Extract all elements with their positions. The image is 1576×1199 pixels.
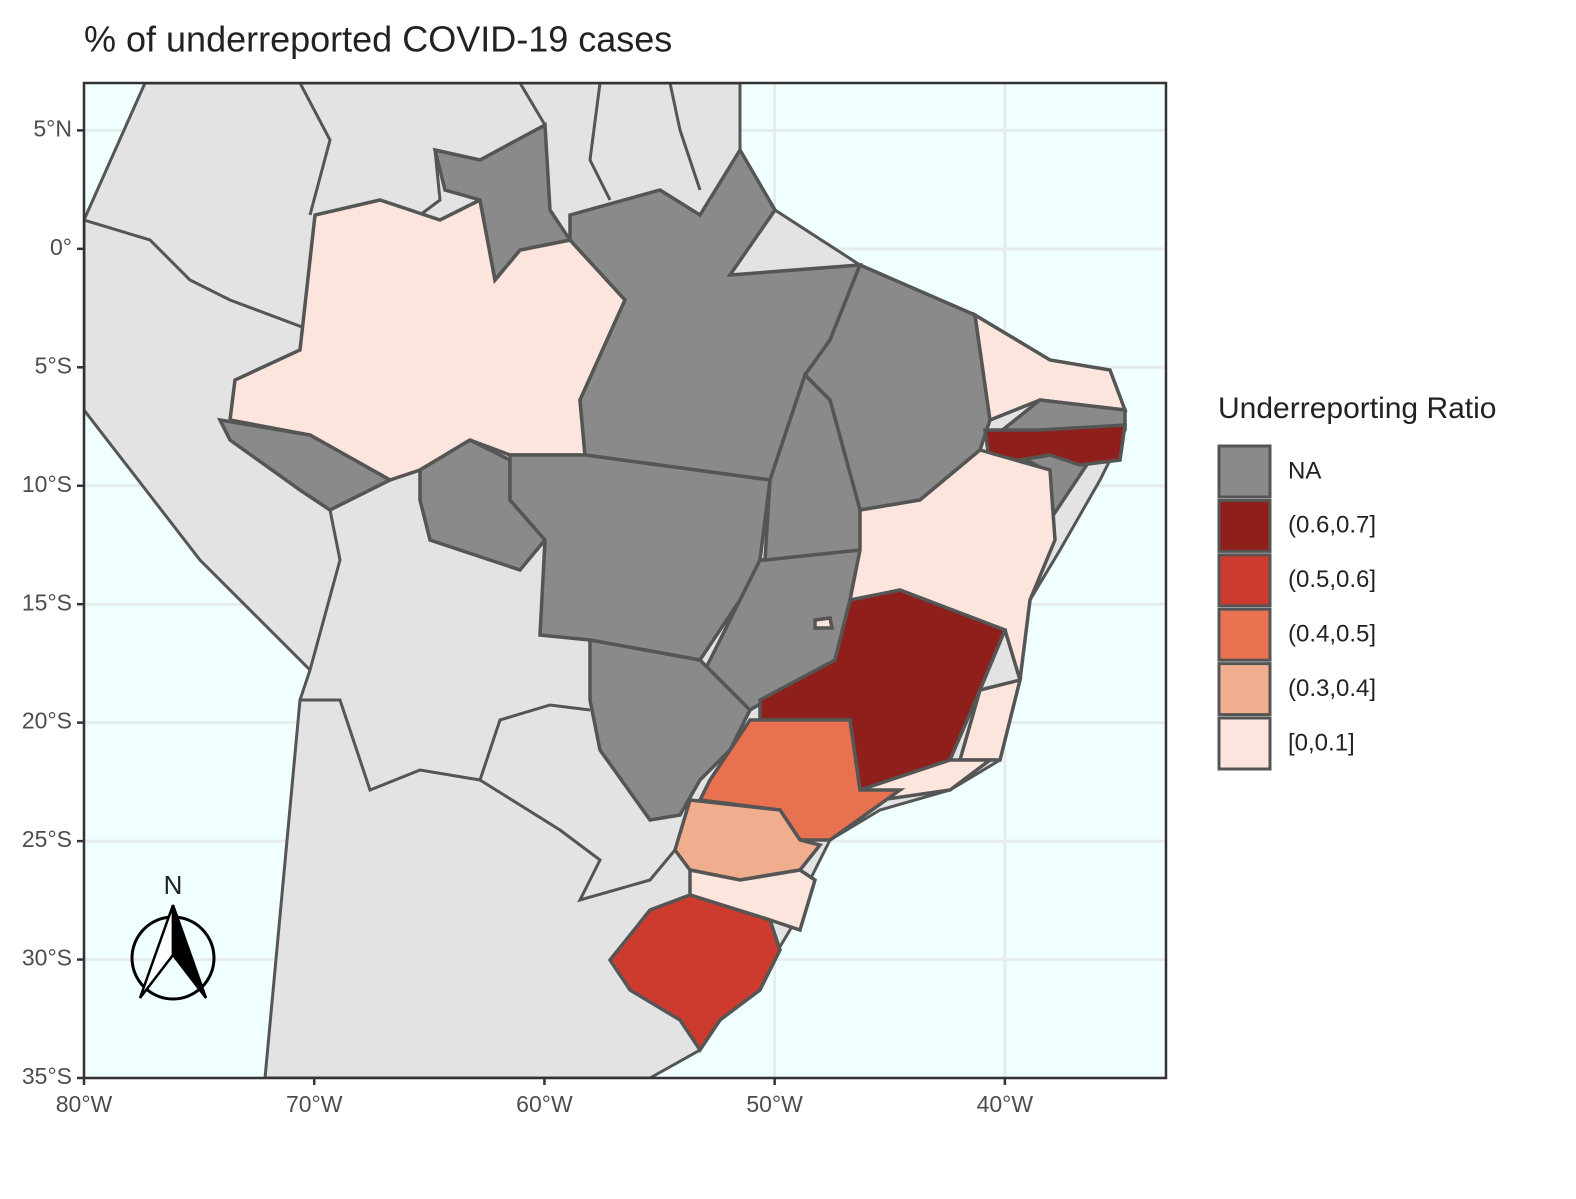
legend-key <box>1217 662 1272 717</box>
map <box>84 83 1128 1078</box>
legend-key <box>1217 716 1272 771</box>
legend-label: (0.6,0.7] <box>1288 512 1376 539</box>
legend-label: NA <box>1288 457 1321 484</box>
legend: Underreporting Ratio NA (0.6,0.7] (0.5,0.6… <box>1217 392 1496 771</box>
axes: 80°W 70°W 60°W 50°W 40°W 5°N 0° 5°S 10°S 15°S 20°S… <box>22 115 1034 1117</box>
state <box>607 893 782 1054</box>
state <box>432 122 573 284</box>
x-tick-label: 50°W <box>746 1091 803 1117</box>
legend-title: Underreporting Ratio <box>1218 392 1496 425</box>
legend-key <box>1217 553 1272 608</box>
state <box>813 616 835 630</box>
border <box>300 698 591 792</box>
y-tick-label: 35°S <box>22 1063 72 1089</box>
y-tick-label: 5°S <box>35 352 72 378</box>
border <box>668 83 702 191</box>
state <box>216 417 394 513</box>
north-label: N <box>164 870 183 900</box>
y-tick-label: 25°S <box>22 826 72 852</box>
border <box>298 83 332 216</box>
y-tick-label: 20°S <box>22 708 72 734</box>
y-tick-label: 15°S <box>22 589 72 615</box>
arrow-right <box>171 904 208 999</box>
y-tick-label: 10°S <box>22 471 72 497</box>
states <box>216 122 1128 1054</box>
y-tick-label: 5°N <box>33 115 72 141</box>
legend-label: (0.5,0.6] <box>1288 566 1376 593</box>
x-tick-label: 70°W <box>286 1091 343 1117</box>
y-tick-label: 0° <box>50 234 72 260</box>
north-arrow: N <box>130 870 216 1001</box>
legend-label: [0,0.1] <box>1288 729 1355 756</box>
legend-key <box>1217 498 1272 553</box>
border <box>518 83 547 126</box>
border <box>479 778 677 903</box>
state <box>588 637 753 822</box>
border <box>308 509 342 671</box>
legend-key <box>1217 607 1272 662</box>
y-tick-label: 30°S <box>22 945 72 971</box>
panel-border <box>82 81 1168 1080</box>
state <box>957 677 1023 762</box>
border <box>588 83 612 201</box>
x-tick-label: 80°W <box>56 1091 113 1117</box>
legend-key <box>1217 444 1272 499</box>
x-tick-label: 40°W <box>977 1091 1034 1117</box>
x-tick-label: 60°W <box>516 1091 573 1117</box>
chart-title: % of underreported COVID-19 cases <box>84 19 672 60</box>
legend-label: (0.4,0.5] <box>1288 621 1376 648</box>
legend-label: (0.3,0.4] <box>1288 675 1376 702</box>
